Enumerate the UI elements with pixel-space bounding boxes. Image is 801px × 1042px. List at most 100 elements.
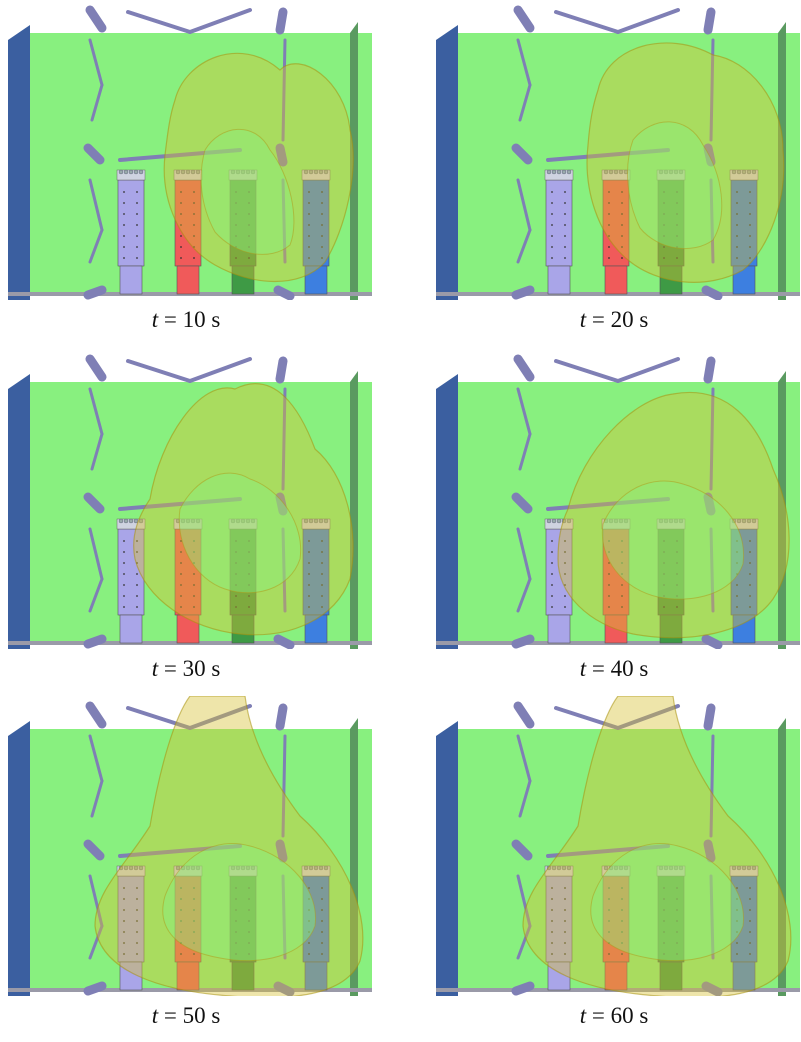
pipe-top-right: [703, 703, 716, 731]
smoke-isosurface: [133, 383, 354, 636]
cabinet-red: [601, 865, 631, 991]
smoke-isosurface: [94, 696, 364, 996]
scene-render: [436, 696, 800, 996]
hanger-left: [90, 779, 104, 818]
hanger-left: [518, 83, 532, 122]
pipe-bottom-right: [273, 285, 295, 300]
hanger-left-low: [516, 924, 532, 960]
pipe-top-right: [275, 703, 288, 731]
hanger-left: [516, 734, 532, 783]
pipe-bottom-right: [273, 634, 295, 649]
smoke-isosurface: [522, 696, 792, 996]
scene-render: [8, 354, 372, 649]
right-wall: [350, 371, 358, 649]
hanger-left-low: [88, 874, 104, 928]
scene-render: [436, 354, 800, 649]
hanger-right-low: [281, 527, 287, 613]
pipe-top-right: [275, 7, 288, 35]
hanger-right: [281, 387, 287, 491]
right-wall: [778, 718, 786, 996]
cabinet-green: [656, 518, 686, 644]
cabinet-blue: [729, 518, 759, 644]
time-value: = 50 s: [158, 1003, 221, 1028]
pipe-top-left: [85, 354, 107, 382]
cabinet-green: [228, 865, 258, 991]
beam-top: [188, 8, 252, 34]
pipe-mid-left: [511, 839, 533, 861]
smoke-isosurface: [557, 391, 790, 639]
hanger-left-low: [516, 178, 532, 232]
pipe-mid-left: [511, 143, 533, 165]
hanger-right-low: [281, 874, 287, 960]
hanger-right-low: [709, 527, 715, 613]
pipe-bottom-right: [701, 285, 723, 300]
time-value: = 60 s: [586, 1003, 649, 1028]
hanger-right-low: [709, 178, 715, 264]
cabinet-red: [601, 518, 631, 644]
time-value: = 30 s: [158, 656, 221, 681]
pipe-top-left: [85, 5, 107, 33]
pipe-top-right: [703, 356, 716, 384]
left-wall: [436, 374, 458, 649]
time-symbol: t: [151, 656, 159, 681]
beam-mid: [118, 497, 242, 511]
pipe-mid-left: [83, 839, 105, 861]
hanger-left-low: [516, 228, 532, 264]
pipe-top-left: [513, 5, 535, 33]
cabinet-green: [228, 169, 258, 295]
hanger-right: [709, 38, 715, 142]
pipe-mid-left: [83, 143, 105, 165]
hanger-right: [281, 38, 287, 142]
time-value: = 20 s: [586, 307, 649, 332]
time-caption: t = 40 s: [428, 655, 800, 683]
beam-top: [616, 704, 680, 730]
cabinet-red: [601, 169, 631, 295]
time-symbol: t: [151, 307, 159, 332]
time-caption: t = 20 s: [428, 306, 800, 334]
beam-top: [616, 357, 680, 383]
beam-top: [126, 359, 192, 383]
right-wall: [778, 22, 786, 300]
beam-mid: [118, 148, 242, 162]
time-caption: t = 10 s: [0, 306, 372, 334]
cabinet-purple: [116, 169, 146, 295]
right-wall: [350, 22, 358, 300]
beam-mid: [118, 844, 242, 858]
hanger-right: [709, 387, 715, 491]
cabinet-purple: [544, 865, 574, 991]
pipe-bottom-right: [701, 634, 723, 649]
cabinet-red: [173, 865, 203, 991]
left-wall: [8, 25, 30, 300]
pipe-bottom-right: [701, 981, 723, 996]
cabinet-green: [656, 169, 686, 295]
time-value: = 40 s: [586, 656, 649, 681]
beam-mid: [546, 844, 670, 858]
time-caption: t = 30 s: [0, 655, 372, 683]
smoke-isosurface: [163, 52, 354, 283]
beam-top: [616, 8, 680, 34]
left-wall: [436, 721, 458, 996]
time-symbol: t: [579, 307, 587, 332]
simulation-panel: t = 40 s: [428, 349, 800, 695]
pipe-top-right: [703, 7, 716, 35]
pipe-mid-right: [275, 839, 288, 863]
time-symbol: t: [151, 1003, 159, 1028]
pipe-bottom-left: [511, 285, 535, 300]
hanger-left-low: [516, 527, 532, 581]
pipe-mid-left: [83, 492, 105, 514]
pipe-mid-left: [511, 492, 533, 514]
hanger-left-low: [88, 577, 104, 613]
hanger-left: [90, 432, 104, 471]
right-wall: [350, 718, 358, 996]
beam-top: [188, 357, 252, 383]
hanger-right-low: [709, 874, 715, 960]
beam-top: [188, 704, 252, 730]
pipe-top-left: [85, 701, 107, 729]
left-wall: [8, 721, 30, 996]
hanger-left-low: [88, 178, 104, 232]
beam-top: [126, 10, 192, 34]
hanger-right: [709, 734, 715, 838]
hanger-left: [518, 779, 532, 818]
scene-render: [436, 5, 800, 300]
hanger-left: [516, 38, 532, 87]
